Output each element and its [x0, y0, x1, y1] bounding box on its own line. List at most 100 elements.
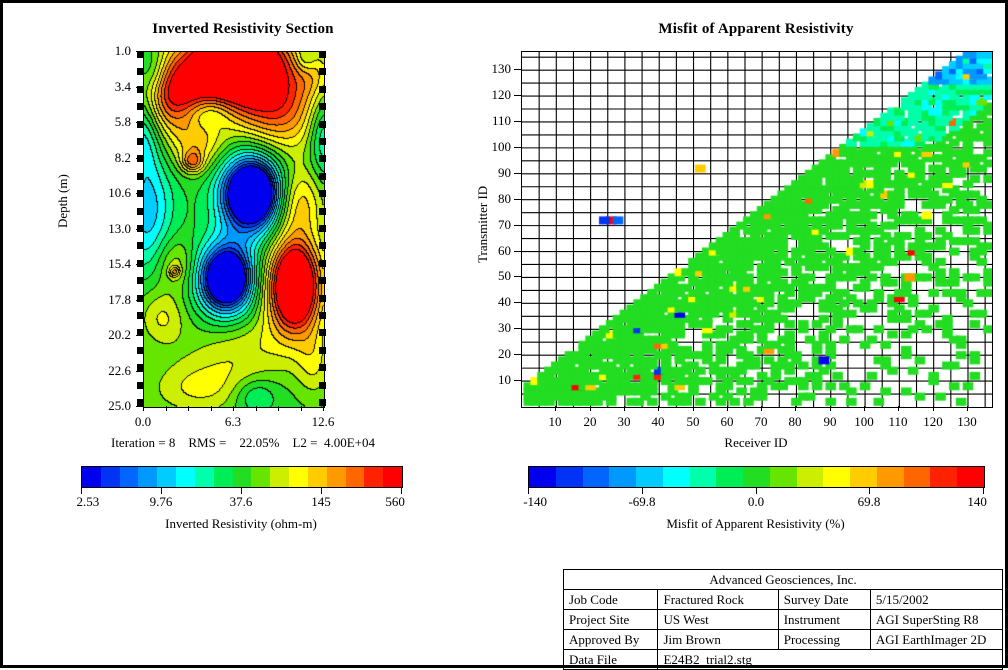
- transmitter-tick-mark: [514, 121, 521, 122]
- receiver-tick-mark: [795, 406, 796, 411]
- misfit-colorbar-group: -140 -69.8 0.0 69.8 140 Misfit of Apparent R…: [523, 466, 987, 546]
- depth-tick-mark: [136, 264, 143, 265]
- transmitter-tick-mark: [514, 69, 521, 70]
- job-code-value: Fractured Rock: [657, 589, 779, 610]
- colorbar-segment: [876, 467, 904, 487]
- electrode-marker: [319, 225, 326, 232]
- depth-tick-label: 10.6: [108, 185, 131, 200]
- electrode-marker: [319, 155, 326, 162]
- colorbar-segment: [383, 467, 403, 487]
- depth-tick-mark: [136, 300, 143, 301]
- receiver-tick-label: 10: [548, 414, 562, 429]
- colorbar-segment: [930, 467, 958, 487]
- instrument-value: AGI SuperSting R8: [869, 609, 1004, 630]
- distance-tick-mark: [188, 406, 189, 411]
- electrode-marker: [319, 364, 326, 371]
- electrode-marker: [137, 295, 144, 302]
- table-row: Approved By Jim Brown Processing AGI Ear…: [562, 629, 1004, 650]
- electrode-marker: [137, 225, 144, 232]
- electrode-marker: [137, 138, 144, 145]
- receiver-tick-mark: [658, 406, 659, 411]
- electrode-marker: [137, 364, 144, 371]
- electrode-marker: [137, 277, 144, 284]
- electrode-marker: [137, 312, 144, 319]
- depth-tick-mark: [136, 193, 143, 194]
- colorbar-segment: [326, 467, 346, 487]
- colorbar-segment: [100, 467, 120, 487]
- survey-info-table: Advanced Geosciences, Inc. Job Code Frac…: [562, 569, 1004, 670]
- depth-axis: 1.0 3.4 5.8 8.2 10.6 13.0 15.4 17.8 20.2 22.6 25.0: [81, 43, 143, 413]
- colorbar-tick-label: -140: [523, 494, 548, 509]
- receiver-tick-label: 60: [720, 414, 734, 429]
- receiver-tick-label: 30: [617, 414, 631, 429]
- transmitter-tick-mark: [514, 173, 521, 174]
- receiver-tick-mark: [864, 406, 865, 411]
- colorbar-tick-mark: [869, 488, 870, 494]
- electrode-marker: [319, 242, 326, 249]
- depth-tick-label: 1.0: [114, 43, 131, 58]
- receiver-tick-mark: [590, 406, 591, 411]
- receiver-tick-label: 90: [823, 414, 837, 429]
- receiver-tick-label: 50: [686, 414, 700, 429]
- electrode-marker: [137, 260, 144, 267]
- transmitter-tick-label: 40: [498, 294, 511, 309]
- receiver-tick-label: 100: [854, 414, 874, 429]
- transmitter-tick-mark: [514, 225, 521, 226]
- colorbar-segment: [138, 467, 158, 487]
- electrode-marker: [137, 208, 144, 215]
- table-row-data-file: Data File E24B2_trial2.stg: [562, 649, 1003, 670]
- colorbar-segment: [251, 467, 271, 487]
- company-name: Advanced Geosciences, Inc.: [563, 569, 1003, 590]
- receiver-tick-mark: [761, 406, 762, 411]
- project-site-value: US West: [657, 609, 779, 630]
- resistivity-contour-canvas: [144, 52, 324, 407]
- resistivity-colorbar: [81, 466, 403, 488]
- colorbar-tick-mark: [401, 488, 402, 494]
- depth-tick-label: 17.8: [108, 292, 131, 307]
- colorbar-segment: [903, 467, 931, 487]
- table-row: Project Site US West Instrument AGI Supe…: [562, 609, 1004, 630]
- distance-tick-mark: [233, 406, 234, 411]
- receiver-tick-label: 20: [583, 414, 597, 429]
- colorbar-tick-mark: [528, 488, 529, 494]
- receiver-tick-label: 70: [754, 414, 768, 429]
- receiver-axis: 10 20 30 40 50 60 70 80 90 100 110 120 130: [521, 406, 991, 432]
- colorbar-tick-label: 9.76: [149, 494, 173, 509]
- electrode-marker: [319, 329, 326, 336]
- colorbar-tick-mark: [321, 488, 322, 494]
- depth-tick-mark: [136, 371, 143, 372]
- colorbar-segment: [689, 467, 717, 487]
- inverted-resistivity-plot: [143, 51, 325, 408]
- depth-axis-label: Depth (m): [55, 174, 70, 228]
- colorbar-segment: [232, 467, 252, 487]
- depth-tick-label: 8.2: [114, 150, 131, 165]
- electrode-marker: [319, 312, 326, 319]
- colorbar-tick-mark: [756, 488, 757, 494]
- electrode-marker: [137, 86, 144, 93]
- approved-by-label: Approved By: [562, 629, 659, 650]
- misfit-scatter-canvas: [522, 52, 992, 407]
- depth-tick-label: 22.6: [108, 363, 131, 378]
- depth-tick-mark: [136, 406, 143, 407]
- misfit-colorbar-title: Misfit of Apparent Resistivity (%): [666, 516, 845, 531]
- table-row: Job Code Fractured Rock Survey Date 5/15…: [562, 589, 1004, 610]
- transmitter-tick-mark: [514, 276, 521, 277]
- transmitter-tick-label: 10: [498, 372, 511, 387]
- colorbar-tick-label: 0.0: [747, 494, 765, 509]
- electrode-marker: [319, 208, 326, 215]
- receiver-tick-mark: [727, 406, 728, 411]
- colorbar-tick-mark: [161, 488, 162, 494]
- receiver-tick-label: 40: [651, 414, 665, 429]
- colorbar-segment: [157, 467, 177, 487]
- electrode-marker: [319, 138, 326, 145]
- electrode-marker: [319, 399, 326, 406]
- data-file-value: E24B2_trial2.stg: [657, 649, 1003, 670]
- colorbar-segment: [364, 467, 384, 487]
- colorbar-tick-label: 2.53: [76, 494, 100, 509]
- electrode-marker: [319, 173, 326, 180]
- depth-tick-label: 5.8: [114, 114, 131, 129]
- inversion-status-line: Iteration = 8 RMS = 22.05% L2 = 4.00E+04: [110, 435, 376, 450]
- transmitter-tick-mark: [514, 199, 521, 200]
- colorbar-segment: [194, 467, 214, 487]
